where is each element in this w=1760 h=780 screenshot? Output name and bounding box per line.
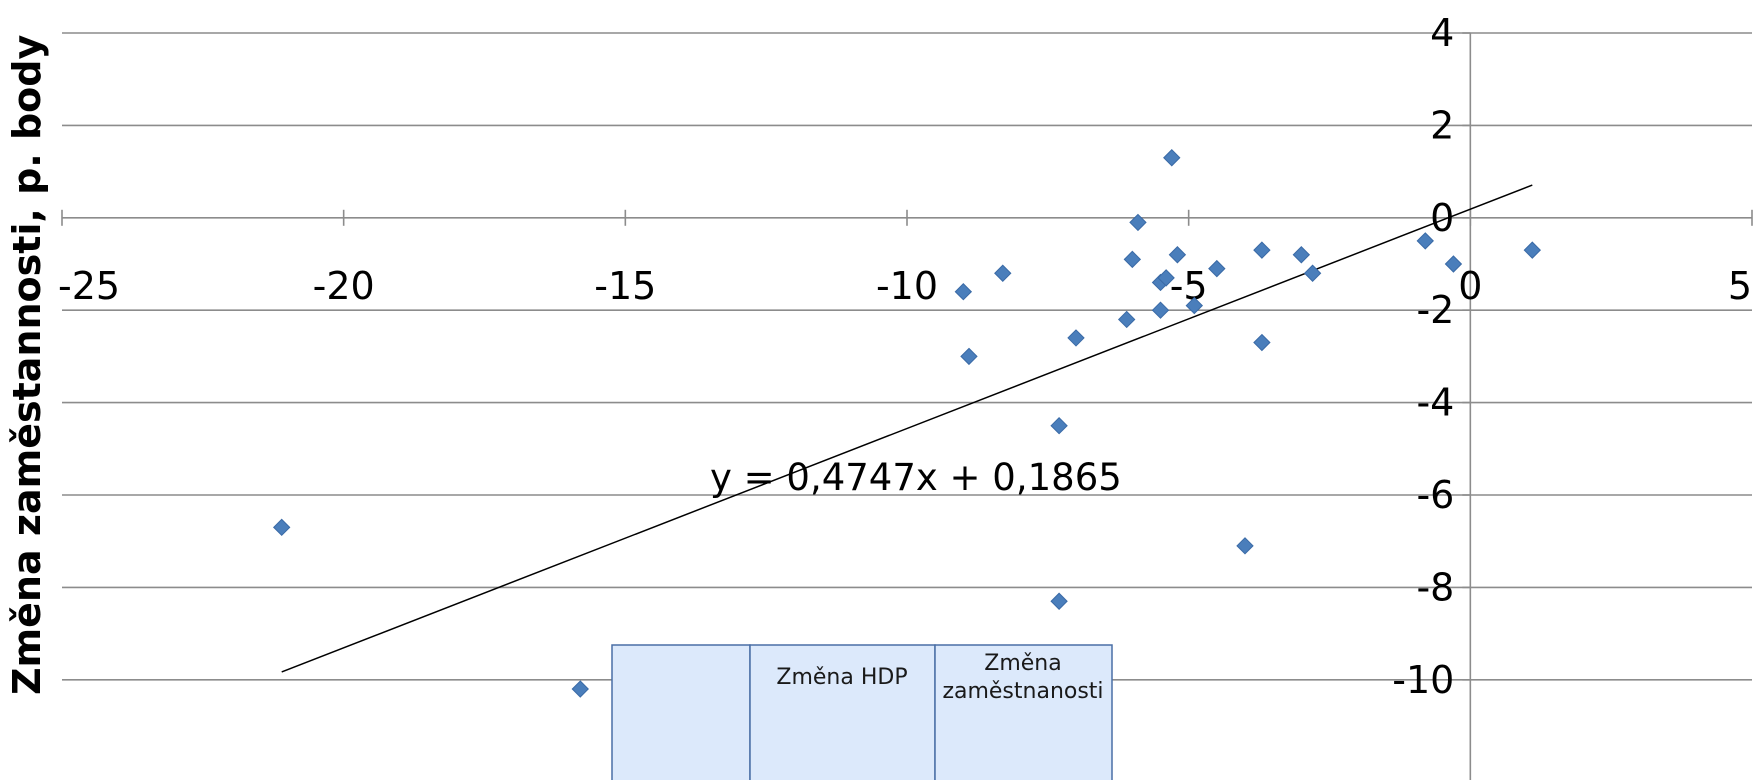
data-point <box>1157 269 1175 287</box>
data-point <box>1163 149 1181 167</box>
data-point <box>1050 592 1068 610</box>
x-tick-label: -5 <box>1170 264 1208 308</box>
table-header-gdp: Změna HDP <box>776 665 907 690</box>
data-point <box>1168 246 1187 264</box>
data-point <box>1253 241 1271 259</box>
x-tick-label: -10 <box>876 264 938 308</box>
data-point <box>1303 264 1322 282</box>
y-axis-label: Změna zaměstannosti, p. body <box>5 35 49 695</box>
gridlines <box>62 32 1752 681</box>
data-point <box>994 264 1012 282</box>
y-tick-label: 0 <box>1430 196 1454 240</box>
table-header-employment-cont: zaměstnanosti <box>942 679 1103 704</box>
y-tick-label: -8 <box>1416 565 1454 609</box>
x-tick-label: -20 <box>313 264 375 308</box>
data-point <box>1129 213 1147 232</box>
data-point <box>1185 296 1204 315</box>
y-tick-label: 4 <box>1430 11 1454 55</box>
data-point <box>1292 246 1311 264</box>
y-tick-label: -4 <box>1416 381 1454 425</box>
y-tick-label: -2 <box>1416 288 1454 332</box>
data-point <box>1151 301 1170 319</box>
data-point <box>1236 537 1254 555</box>
data-point <box>1123 250 1142 269</box>
x-tick-label: -25 <box>58 264 120 308</box>
data-point <box>1067 329 1085 347</box>
axes <box>61 32 1753 780</box>
table-header-cell <box>749 644 936 780</box>
trendline-equation: y = 0,4747x + 0,1865 <box>710 456 1122 499</box>
x-tick-label: 0 <box>1458 264 1482 308</box>
y-tick-label: -10 <box>1392 658 1454 702</box>
table-header-cell <box>611 644 751 780</box>
table-header-employment: Změna <box>984 651 1061 676</box>
data-point <box>1416 232 1434 250</box>
data-point <box>571 680 589 698</box>
data-point <box>1050 416 1068 435</box>
data-point <box>1208 259 1226 278</box>
data-point <box>1253 333 1271 352</box>
partial-table: Změna HDP Změna zaměstnanosti <box>611 644 1113 780</box>
y-tick-label: -6 <box>1416 473 1454 517</box>
data-point <box>954 283 973 301</box>
trendline-group <box>281 184 1533 673</box>
trendline <box>281 184 1533 673</box>
y-tick-label: 2 <box>1430 103 1454 147</box>
data-points <box>272 149 1542 698</box>
x-tick-labels: -25 -20 -15 -10 -5 0 5 <box>58 264 1752 308</box>
data-point <box>1117 310 1136 329</box>
data-point <box>1444 255 1463 273</box>
data-point <box>1523 241 1542 259</box>
x-tick-label: -15 <box>594 264 656 308</box>
data-point <box>272 518 291 537</box>
table-header-cell <box>934 644 1113 780</box>
y-tick-labels: 4 2 0 -2 -4 -6 -8 -10 <box>1392 11 1454 702</box>
data-point <box>960 347 978 366</box>
x-tick-label: 5 <box>1728 264 1752 308</box>
